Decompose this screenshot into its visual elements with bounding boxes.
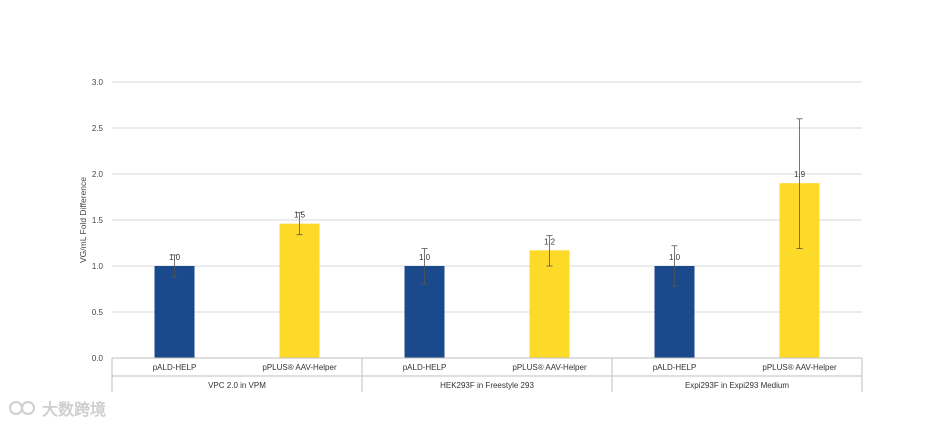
y-tick-label: 0.0	[92, 354, 104, 363]
x-category-label: pPLUS® AAV-Helper	[512, 363, 587, 372]
data-label: 1.9	[794, 170, 806, 179]
data-label: 1.5	[294, 211, 306, 220]
x-group-label: HEK293F in Freestyle 293	[440, 381, 534, 390]
y-axis-ticks: 0.0 0.5 1.0 1.5 2.0 2.5 3.0	[92, 78, 104, 363]
watermark-text: 大数跨境	[42, 400, 107, 419]
bars	[154, 183, 820, 358]
bar	[279, 223, 320, 358]
y-axis-title: VG/mL Fold Difference	[78, 177, 88, 263]
watermark-logo-icon	[9, 401, 35, 415]
x-axis: pALD-HELP pPLUS® AAV-Helper VPC 2.0 in VPM…	[111, 357, 863, 392]
x-category-label: pALD-HELP	[653, 363, 697, 372]
bar	[529, 250, 570, 358]
data-labels: 1.0 1.5 1.0 1.2 1.0 1.9	[169, 170, 806, 262]
x-category-label: pPLUS® AAV-Helper	[262, 363, 337, 372]
x-category-label: pALD-HELP	[153, 363, 197, 372]
x-group-label: Expi293F in Expi293 Medium	[685, 381, 789, 390]
y-tick-label: 1.0	[92, 262, 104, 271]
data-label: 1.2	[544, 237, 556, 246]
y-tick-label: 1.5	[92, 216, 104, 225]
x-group-label: VPC 2.0 in VPM	[208, 381, 266, 390]
data-label: 1.0	[669, 253, 681, 262]
data-label: 1.0	[169, 253, 181, 262]
y-tick-label: 0.5	[92, 308, 104, 317]
error-bars	[171, 118, 803, 287]
watermark: 大数跨境	[8, 396, 106, 420]
gridlines	[112, 81, 862, 313]
bar	[154, 266, 195, 358]
y-tick-label: 2.5	[92, 124, 104, 133]
y-tick-label: 2.0	[92, 170, 104, 179]
x-category-label: pPLUS® AAV-Helper	[762, 363, 837, 372]
y-tick-label: 3.0	[92, 78, 104, 87]
x-category-label: pALD-HELP	[403, 363, 447, 372]
data-label: 1.0	[419, 253, 431, 262]
